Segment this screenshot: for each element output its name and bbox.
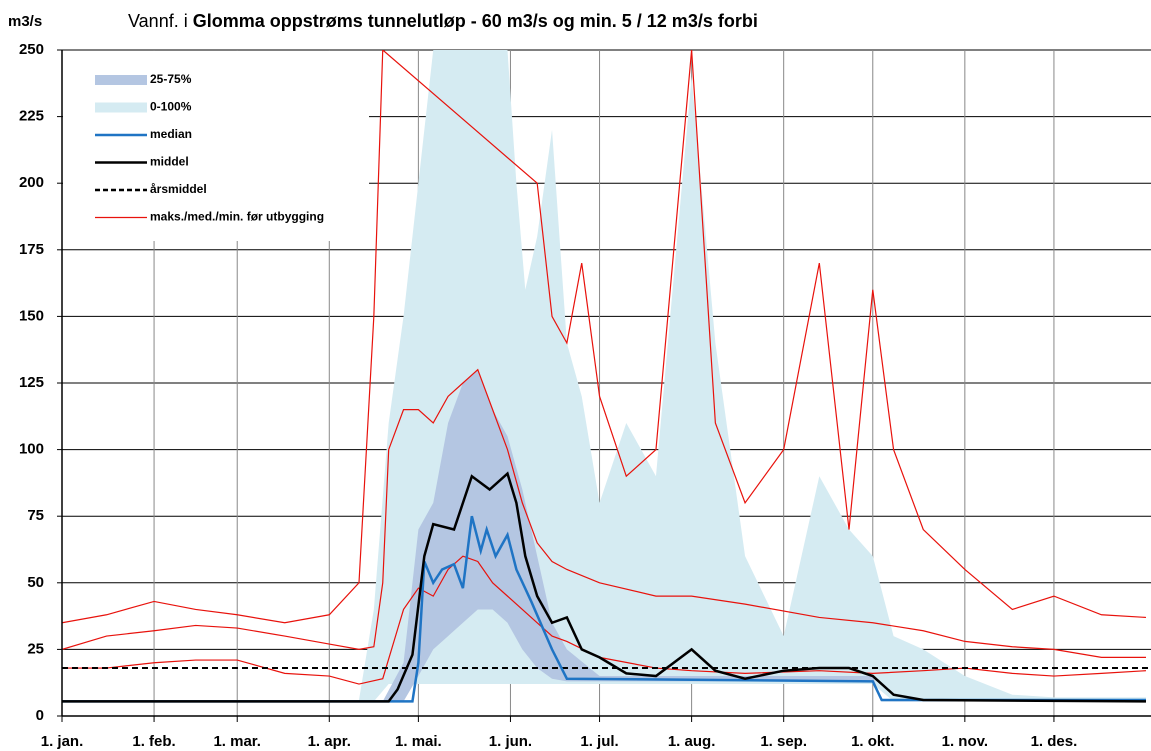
y-tick-label: 200	[19, 174, 44, 191]
y-tick-label: 100	[19, 441, 44, 458]
legend-swatch	[95, 102, 147, 113]
y-tick-label: 25	[27, 640, 44, 657]
x-tick-label: 1. apr.	[308, 733, 351, 750]
legend-label: median	[150, 127, 192, 141]
line	[62, 471, 1147, 703]
x-tick-label: 1. sep.	[760, 733, 807, 750]
plot-area	[62, 50, 1151, 703]
y-tick-label: 75	[27, 507, 44, 524]
legend-swatch	[95, 75, 147, 85]
line	[62, 368, 1146, 658]
legend-label: årsmiddel	[150, 182, 207, 196]
y-axis-label: m3/s	[8, 13, 42, 30]
legend-label: maks./med./min. før utbygging	[150, 210, 324, 224]
x-tick-label: 1. feb.	[132, 733, 175, 750]
x-tick-label: 1. des.	[1031, 733, 1078, 750]
y-tick-label: 150	[19, 307, 44, 324]
x-tick-label: 1. jun.	[489, 733, 532, 750]
line	[62, 515, 1146, 703]
band-area	[62, 50, 1146, 702]
x-tick-label: 1. okt.	[851, 733, 894, 750]
axes: 0 25 50 75 100 125 150 175 200 225 250 1. jan. 1. fe…	[19, 41, 1151, 750]
y-tick-label: 225	[19, 108, 44, 125]
x-tick-label: 1. mai.	[395, 733, 442, 750]
x-tick-label: 1. jan.	[41, 733, 84, 750]
legend-label: 0-100%	[150, 100, 192, 114]
legend: 25-75% 0-100% median middel årsmiddel maks./m…	[63, 51, 369, 241]
y-tick-label: 250	[19, 41, 44, 58]
line	[62, 555, 1147, 685]
x-tick-label: 1. jul.	[580, 733, 618, 750]
y-tick-label: 0	[36, 707, 44, 724]
x-tick-label: 1. nov.	[942, 733, 988, 750]
line	[62, 50, 1147, 624]
y-tick-label: 175	[19, 241, 44, 258]
y-tick-label: 50	[27, 574, 44, 591]
title-prefix: Vannf. i	[128, 11, 188, 31]
x-tick-label: 1. mar.	[213, 733, 261, 750]
legend-label: 25-75%	[150, 72, 192, 86]
chart-title: Vannf. i Glomma oppstrøms tunnelutløp - …	[128, 11, 758, 31]
y-tick-label: 125	[19, 374, 44, 391]
x-tick-label: 1. aug.	[668, 733, 716, 750]
legend-label: middel	[150, 155, 189, 169]
title-main: Glomma oppstrøms tunnelutløp - 60 m3/s o…	[193, 11, 758, 31]
